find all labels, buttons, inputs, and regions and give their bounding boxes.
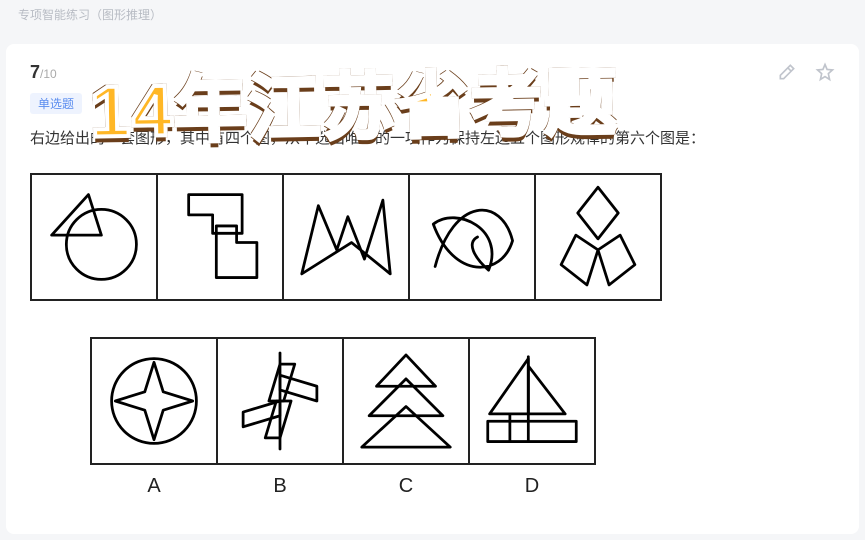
option-labels: ABCD (90, 475, 835, 498)
figure-sailboat[interactable] (468, 337, 596, 465)
option-label-C: C (342, 475, 470, 498)
question-card: 7/10 单选题 右边给出的一套图形，其中有四个图，从中选出唯一的一项作为保持左… (6, 44, 859, 534)
figure-three-triangle-tree[interactable] (342, 337, 470, 465)
question-type-tag: 单选题 (30, 93, 82, 114)
figure-two-rect-hooks (156, 173, 284, 301)
figure-circle-with-4point-star[interactable] (90, 337, 218, 465)
question-number: 7/10 (30, 62, 835, 83)
option-label-A: A (90, 475, 218, 498)
sequence-row (30, 173, 835, 301)
edit-icon[interactable] (777, 62, 797, 87)
options-row (90, 337, 835, 465)
toolbar (777, 62, 835, 87)
figure-triangle-and-circle (30, 173, 158, 301)
breadcrumb: 专项智能练习（图形推理） (18, 6, 162, 23)
question-number-current: 7 (30, 62, 40, 82)
figure-diamond-arrangement (534, 173, 662, 301)
question-text: 右边给出的一套图形，其中有四个图，从中选出唯一的一项作为保持左边五个图形规律的第… (30, 128, 835, 151)
figure-pinwheel-parallelograms[interactable] (216, 337, 344, 465)
question-number-total: /10 (40, 67, 57, 81)
option-label-D: D (468, 475, 596, 498)
option-label-B: B (216, 475, 344, 498)
figure-crossed-curve (408, 173, 536, 301)
figure-zigzag-crown (282, 173, 410, 301)
star-icon[interactable] (815, 62, 835, 87)
